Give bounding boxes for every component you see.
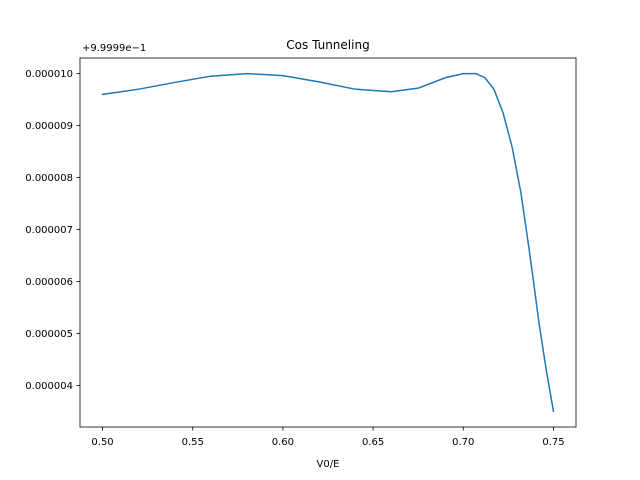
chart-title: Cos Tunneling: [286, 38, 369, 52]
x-tick-label: 0.60: [272, 437, 294, 448]
x-tick-label: 0.75: [542, 437, 564, 448]
y-axis-offset-label: +9.9999e−1: [82, 43, 146, 54]
y-tick-label: 0.000006: [25, 277, 73, 288]
y-tick-label: 0.000009: [25, 121, 73, 132]
y-tick-label: 0.000010: [25, 69, 73, 80]
x-tick-label: 0.50: [91, 437, 113, 448]
x-axis: 0.50 0.55 0.60 0.65 0.70 0.75: [91, 427, 565, 448]
y-tick-label: 0.000005: [25, 329, 73, 340]
x-tick-label: 0.70: [452, 437, 474, 448]
y-tick-label: 0.000007: [25, 225, 73, 236]
y-tick-label: 0.000004: [25, 381, 73, 392]
plot-frame: [79, 57, 577, 428]
y-axis: 0.000004 0.000005 0.000006 0.000007 0.000008…: [25, 69, 80, 392]
x-tick-label: 0.65: [362, 437, 384, 448]
y-tick-label: 0.000008: [25, 173, 73, 184]
series-layer: [101, 72, 555, 413]
x-tick-label: 0.55: [182, 437, 204, 448]
x-axis-label: V0/E: [317, 459, 340, 470]
series-line-0: [101, 72, 555, 413]
